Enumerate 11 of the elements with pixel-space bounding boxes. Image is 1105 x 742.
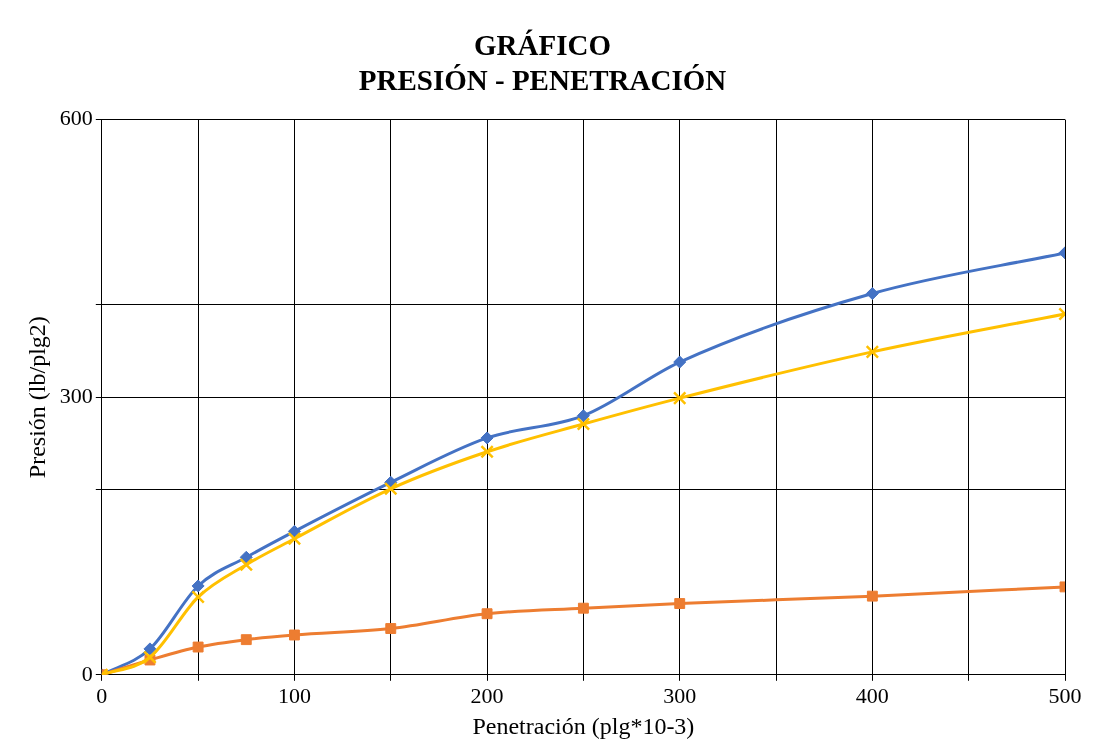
y-axis-title: Presión (lb/plg2) [23,316,50,479]
y-tick-label: 0 [81,660,93,686]
y-tick-label: 600 [59,105,93,131]
y-tick-label: 300 [59,382,93,408]
x-tick-label: 500 [1048,682,1082,708]
x-tick-label: 300 [663,682,697,708]
chart-title: GRÁFICO PRESIÓN - PENETRACIÓN [358,28,727,96]
x-tick-label: 400 [855,682,889,708]
x-tick-label: 200 [470,682,504,708]
x-tick-label: 100 [277,682,311,708]
x-axis-title: Penetración (plg*10-3) [472,712,695,739]
